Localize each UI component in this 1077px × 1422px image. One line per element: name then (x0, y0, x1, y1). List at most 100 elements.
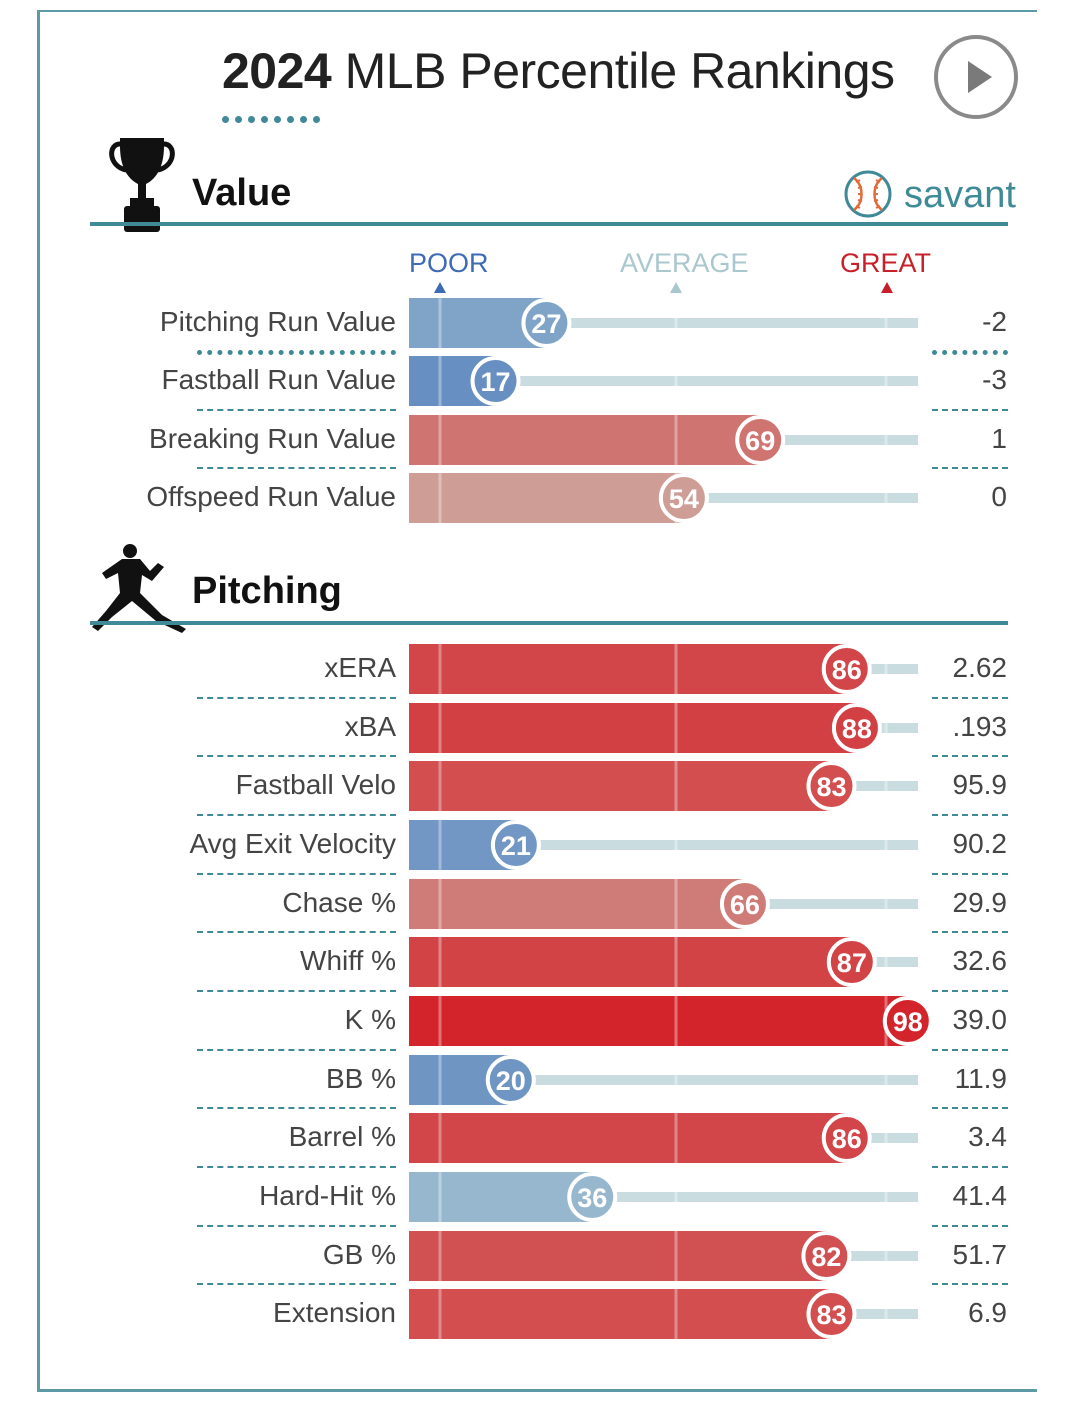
row-separator (932, 1165, 1008, 1168)
row-separator (932, 1283, 1008, 1285)
metric-label-chase-pct[interactable]: Chase % (282, 887, 396, 918)
reference-line (674, 356, 678, 406)
row-separator (932, 350, 1008, 355)
reference-line (884, 820, 888, 870)
metric-label-bb-pct[interactable]: BB % (325, 1063, 396, 1094)
metric-label-hard-hit-pct[interactable]: Hard-Hit % (259, 1180, 396, 1211)
stat-value-extension: 6.9 (968, 1297, 1007, 1328)
reference-line (438, 298, 442, 348)
reference-line (884, 879, 888, 929)
metric-label-breaking-run-value[interactable]: Breaking Run Value (149, 423, 396, 454)
row-separator (932, 931, 1008, 933)
metric-label-gb-pct[interactable]: GB % (322, 1239, 396, 1270)
percentile-label-breaking-run-value: 69 (745, 426, 775, 456)
bar-hard-hit-pct (409, 1172, 593, 1222)
metric-label-barrel-pct[interactable]: Barrel % (288, 1121, 396, 1152)
reference-line (438, 644, 442, 694)
reference-line (884, 298, 888, 348)
percentile-label-xera: 86 (832, 655, 862, 685)
reference-line (674, 1172, 678, 1222)
metric-label-pitching-run-value[interactable]: Pitching Run Value (159, 306, 396, 337)
stat-value-k-pct: 39.0 (952, 1004, 1008, 1035)
percentile-label-pitching-run-value: 27 (531, 309, 561, 339)
card-frame (37, 10, 1037, 1392)
metric-label-fastball-velo[interactable]: Fastball Velo (235, 769, 396, 800)
metric-label-fastball-run-value[interactable]: Fastball Run Value (161, 364, 397, 395)
row-separator (932, 408, 1008, 411)
average-marker-icon (670, 282, 682, 293)
row-separator (197, 696, 396, 699)
baseball-icon (844, 170, 892, 218)
savant-wordmark: savant (904, 174, 1016, 216)
savant-logo[interactable]: savant (842, 168, 1016, 220)
bar-fastball-velo (409, 761, 832, 811)
stat-value-bb-pct: 11.9 (954, 1063, 1007, 1094)
row-separator (932, 1048, 1008, 1051)
reference-line (438, 879, 442, 929)
stat-value-gb-pct: 51.7 (952, 1239, 1008, 1270)
poor-marker-icon (434, 282, 446, 293)
reference-line (438, 703, 442, 753)
bar-breaking-run-value (409, 415, 761, 465)
track-hard-hit-pct (409, 1192, 918, 1202)
pitching-section-title: Pitching (192, 570, 342, 612)
bar-whiff-pct (409, 937, 852, 987)
track-pitching-run-value (409, 318, 918, 328)
percentile-bubble-whiff-pct (826, 937, 877, 987)
title-underline-dots (222, 110, 326, 123)
stat-value-pitching-run-value: -2 (982, 306, 1007, 337)
metric-label-xba[interactable]: xBA (344, 711, 396, 742)
percentile-bubble-fastball-run-value (470, 356, 521, 406)
reference-line (674, 996, 678, 1046)
track-bb-pct (409, 1075, 918, 1085)
row-separator (197, 467, 396, 469)
reference-line (438, 820, 442, 870)
reference-line (674, 703, 678, 753)
stat-value-offspeed-run-value: 0 (991, 481, 1007, 512)
row-separator (197, 408, 396, 411)
scale-average-label: AVERAGE (620, 248, 749, 278)
play-icon (968, 61, 992, 93)
reference-line (674, 644, 678, 694)
percentile-label-avg-exit-velocity: 21 (501, 831, 531, 861)
value-section-title: Value (192, 172, 292, 214)
pitching-section-rule (90, 621, 1008, 625)
percentile-bubble-hard-hit-pct (567, 1172, 618, 1222)
metric-label-whiff-pct[interactable]: Whiff % (300, 945, 396, 976)
metric-label-offspeed-run-value[interactable]: Offspeed Run Value (146, 481, 396, 512)
row-separator (197, 350, 396, 355)
reference-line (438, 1055, 442, 1105)
stat-value-breaking-run-value: 1 (991, 423, 1007, 454)
reference-line (438, 1113, 442, 1163)
row-separator (932, 467, 1008, 469)
title-text: MLB Percentile Rankings (344, 43, 895, 99)
reference-line (438, 937, 442, 987)
play-button[interactable] (934, 35, 1018, 119)
pitcher-icon (92, 544, 186, 633)
reference-line (438, 996, 442, 1046)
percentile-bubble-extension (806, 1289, 857, 1339)
row-separator (197, 755, 396, 757)
stat-value-xera: 2.62 (952, 652, 1008, 683)
row-separator (197, 931, 396, 933)
reference-line (884, 761, 888, 811)
row-separator (932, 813, 1008, 816)
reference-line (674, 937, 678, 987)
reference-line (674, 820, 678, 870)
reference-line (674, 1231, 678, 1281)
row-separator (932, 755, 1008, 757)
row-separator (932, 1107, 1008, 1109)
percentile-label-extension: 83 (816, 1300, 846, 1330)
percentile-label-k-pct: 98 (893, 1007, 923, 1037)
metric-label-avg-exit-velocity[interactable]: Avg Exit Velocity (189, 828, 396, 859)
reference-line (674, 415, 678, 465)
metric-label-xera[interactable]: xERA (324, 652, 396, 683)
bar-xba (409, 703, 857, 753)
percentile-bubble-xera (821, 644, 872, 694)
stat-value-fastball-run-value: -3 (982, 364, 1007, 395)
metric-label-extension[interactable]: Extension (273, 1297, 396, 1328)
bar-xera (409, 644, 847, 694)
title-year: 2024 (222, 43, 332, 99)
metric-label-k-pct[interactable]: K % (344, 1004, 396, 1035)
